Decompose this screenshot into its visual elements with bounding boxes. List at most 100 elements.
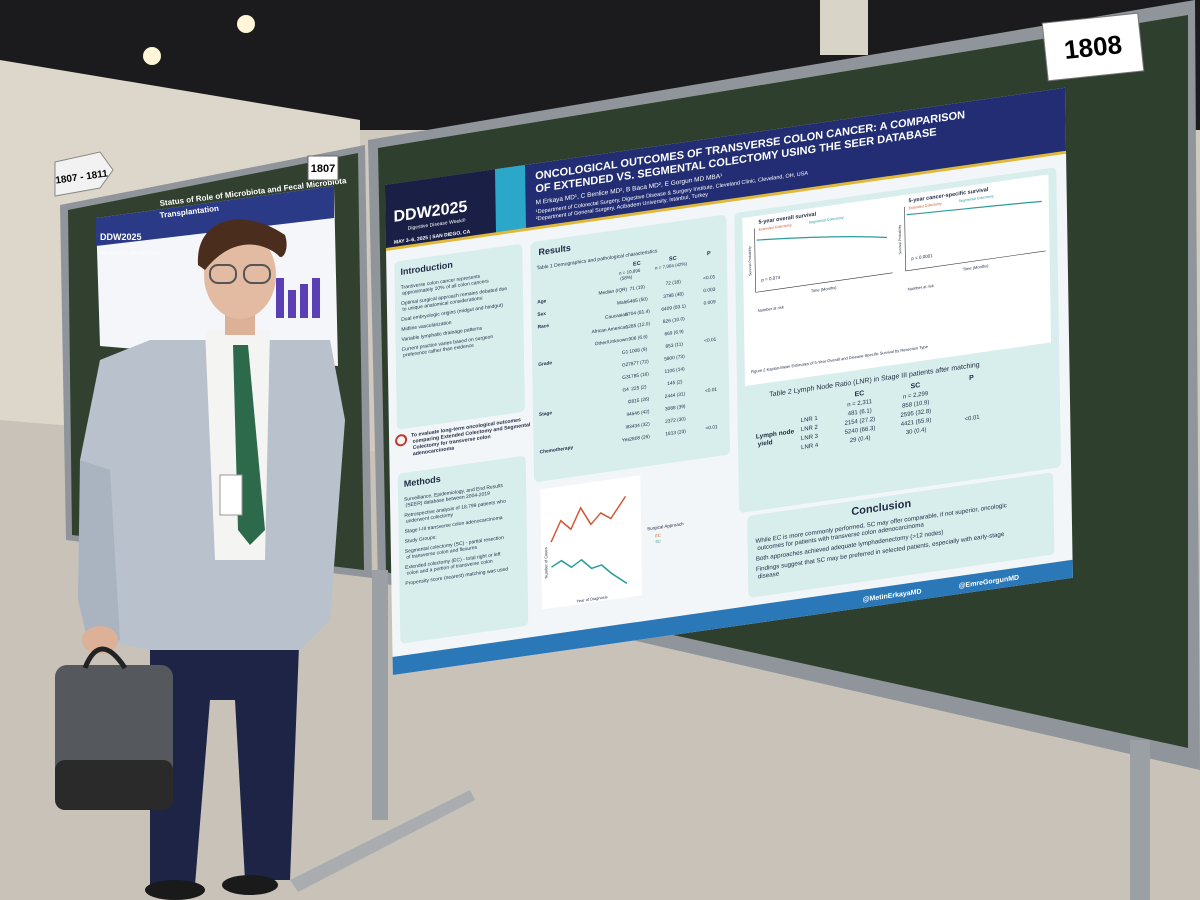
table-cell: LNR 1 [801, 416, 819, 424]
table-label: African American [592, 324, 629, 335]
person [55, 219, 345, 900]
table-cell: 3088 (39) [665, 404, 686, 413]
table-cell: 71 (19) [630, 284, 646, 292]
legend-title: Surgical Approach [647, 521, 684, 531]
target-icon [395, 434, 408, 447]
table-cell: 481 (6.1) [848, 408, 872, 417]
table-label: III [625, 424, 629, 431]
table-cell: 5800 (73) [664, 354, 685, 363]
table-header: EC [855, 390, 865, 398]
table-cell: LNR 2 [801, 425, 819, 433]
sleeve [78, 460, 120, 650]
table-cell: LNR 4 [801, 443, 819, 451]
table-cell: 5240 (66.3) [845, 426, 876, 436]
axis-label: Year of Diagnosis [576, 594, 607, 603]
table-group: Grade [538, 360, 552, 368]
pillar [820, 0, 868, 55]
table-label: II [627, 412, 630, 418]
table-cell: LNR 3 [801, 434, 819, 442]
table-header: P [707, 251, 711, 258]
table-cell: 72 (18) [666, 279, 682, 287]
table-cell: 29 (0.4) [850, 435, 871, 444]
header-line [386, 150, 1067, 251]
table-n: n = 7,904 (42%) [655, 261, 688, 271]
trend-line [550, 496, 627, 543]
table-cell: 7877 (72) [628, 359, 649, 368]
table-group: Chemotherapy [540, 445, 574, 456]
table-cell: 1785 (16) [628, 371, 649, 380]
table-label: Yes [622, 437, 630, 444]
table-cell: <0.01 [703, 274, 716, 282]
axis [754, 228, 756, 293]
table-cell: 2444 (31) [665, 391, 686, 400]
table-cell: 1285 (12.0) [626, 321, 651, 331]
logo-box [385, 169, 497, 250]
table-cell: 1813 (23) [665, 429, 686, 438]
table-n: n = 2,299 [903, 391, 929, 401]
header-stripe [495, 164, 527, 235]
table-header: SC [669, 256, 677, 263]
panel [394, 244, 525, 430]
trend-figure [540, 475, 643, 610]
table-cell: 2154 (27.2) [845, 417, 876, 427]
hand [82, 626, 118, 654]
table-n: n = 10,895 (58%) [619, 268, 641, 281]
panel [747, 472, 1055, 598]
shoe [222, 875, 278, 895]
risk-label: Number at risk [758, 304, 785, 313]
table-cell: 4646 (42) [629, 409, 650, 418]
table-cell: 225 (2) [631, 384, 647, 392]
axis-label: Survival Probability [748, 246, 752, 276]
trend-line [551, 558, 628, 585]
ceiling-light [143, 47, 161, 65]
axis-label: Time (Months) [811, 285, 837, 294]
sign-number: 1808 [1063, 29, 1124, 65]
axis-label: Number of Cases [543, 547, 548, 579]
glasses [243, 264, 271, 284]
axis [755, 272, 893, 293]
sign [307, 155, 339, 181]
table-label: Other/Unknown [595, 337, 629, 348]
table-group: Race [538, 323, 550, 331]
table-label: Median (IQR) [598, 287, 627, 297]
stand-post [1130, 740, 1150, 900]
table-header: SC [911, 382, 921, 390]
table-cell: 2815 (26) [629, 396, 650, 405]
table-n: n = 2,311 [847, 399, 872, 409]
sign [1041, 12, 1145, 82]
legend-entry: Extended Colectomy [759, 223, 792, 232]
left-poster-dates: MAY 3-6, 2025 | SAN DIEGO, CA [100, 250, 160, 255]
bar-figure [276, 278, 284, 318]
poster-header [385, 87, 1067, 250]
table-cell: 3434 (32) [629, 421, 650, 430]
table-label: G2 [622, 362, 629, 369]
glasses [209, 264, 237, 284]
table-cell: 145 (2) [667, 379, 683, 387]
table-cell: <0.01 [706, 424, 719, 432]
table-label: I [628, 399, 629, 405]
bag-bottom [55, 760, 173, 810]
table-cell: <0.01 [704, 337, 717, 345]
table-label: G3 [622, 374, 629, 381]
table-group: Stage [539, 410, 552, 418]
risk-label: Number at risk [908, 283, 935, 292]
table-cell: 2372 (30) [665, 416, 686, 425]
poster-footer [392, 559, 1073, 675]
left-poster-logo: DDW2025 [100, 232, 142, 242]
hair [197, 219, 287, 270]
bar-figure [312, 278, 320, 318]
table-cell: 853 (11) [665, 341, 683, 350]
table-cell: 906 (6.6) [628, 334, 648, 343]
axis-label: Time (Months) [963, 263, 989, 272]
table-cell: 858 (10.9) [902, 400, 929, 410]
table-label: G1 [622, 349, 629, 356]
badge [219, 474, 243, 516]
table-group: Age [537, 298, 546, 305]
panel [530, 215, 731, 482]
section-heading: Results [538, 243, 571, 258]
table-cell: 0.003 [703, 287, 715, 295]
table-cell: 8704 (81.4) [625, 308, 650, 318]
sign-number: 1807 [311, 163, 335, 175]
